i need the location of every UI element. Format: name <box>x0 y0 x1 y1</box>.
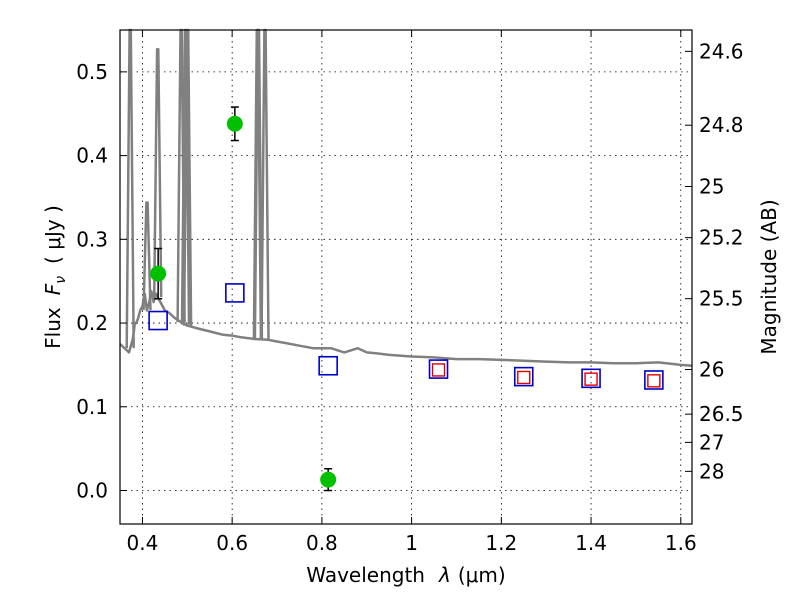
x-tick-label: 0.4 <box>127 531 159 555</box>
magnitude-tick-label: 24.6 <box>699 39 744 63</box>
x-tick-label: 0.6 <box>216 531 248 555</box>
observed-point <box>226 115 243 132</box>
model-ir-square <box>431 363 446 377</box>
data-points <box>148 106 664 492</box>
y-axis-symbol: F <box>41 283 65 295</box>
magnitude-tick-label: 25 <box>699 174 724 198</box>
model-band-square <box>581 368 601 389</box>
observed-point <box>320 471 337 488</box>
model-band-square <box>644 370 664 390</box>
emission-line <box>125 28 135 349</box>
y-tick-label: 0.2 <box>76 311 108 335</box>
template-continuum <box>119 289 693 368</box>
observed-point <box>150 265 167 282</box>
emission-line <box>260 28 270 340</box>
y-axis-title: Flux Fν ( μJy ) <box>41 205 69 349</box>
model-ir-square <box>647 374 661 388</box>
magnitude-tick-label: 27 <box>699 430 724 454</box>
magnitude-tick-label: 25.2 <box>699 226 744 250</box>
magnitude-tick-label: 25.5 <box>699 287 744 311</box>
y-axis-title-text: Flux <box>41 307 65 349</box>
x-axis-title: Wavelength λ (μm) <box>306 563 505 587</box>
model-band-square <box>225 283 245 303</box>
x-tick-label: 1 <box>405 531 418 555</box>
plot-frame <box>119 29 693 525</box>
template-spectrum <box>119 28 693 368</box>
x-axis-symbol: λ <box>438 563 451 587</box>
magnitude-tick-label: 26.5 <box>699 402 744 426</box>
magnitude-tick-label: 28 <box>699 459 724 483</box>
model-ir-square <box>517 370 531 385</box>
model-ir-square <box>584 372 598 386</box>
y-tick-label: 0.3 <box>76 227 108 251</box>
x-tick-label: 0.8 <box>306 531 338 555</box>
right-axis-title: Magnitude (AB) <box>757 199 781 354</box>
x-axis-unit: (μm) <box>458 563 506 587</box>
model-band-square <box>428 359 449 379</box>
x-tick-label: 1.2 <box>485 531 517 555</box>
y-tick-label: 0.0 <box>76 479 108 503</box>
x-tick-label: 1.6 <box>665 531 697 555</box>
gridlines <box>120 30 692 524</box>
y-tick-label: 0.1 <box>76 395 108 419</box>
x-tick-label: 1.4 <box>575 531 607 555</box>
y-axis-unit: ( μJy ) <box>41 205 65 264</box>
emission-line <box>142 201 152 311</box>
magnitude-tick-label: 24.8 <box>699 113 744 137</box>
axis-ticks: 0.4 0.6 0.8 1 1.2 1.4 1.6 0.0 0.1 0.2 0.3 0.4 0.5 24.… <box>76 30 744 555</box>
model-band-square <box>513 366 534 387</box>
emission-line <box>152 48 163 298</box>
magnitude-tick-label: 26 <box>699 358 724 382</box>
x-axis-title-text: Wavelength <box>306 563 425 587</box>
y-tick-label: 0.5 <box>76 60 108 84</box>
model-band-square <box>318 355 338 376</box>
y-tick-label: 0.4 <box>76 144 108 168</box>
y-axis-subscript: ν <box>53 276 69 284</box>
model-band-square <box>148 310 168 331</box>
